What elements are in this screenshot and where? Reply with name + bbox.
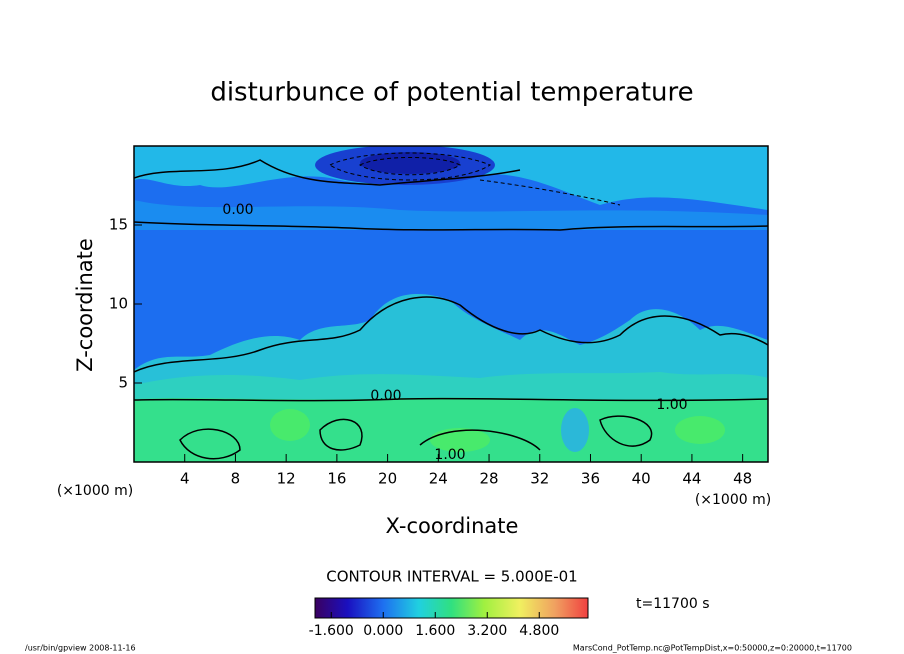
- contour-label: 0.00: [222, 202, 253, 218]
- contour-label: 1.00: [656, 397, 687, 413]
- y-tick-label: 5: [118, 374, 128, 392]
- x-tick-label: 20: [378, 470, 397, 488]
- x-tick-label: 48: [733, 470, 752, 488]
- x-tick-label: 44: [682, 470, 701, 488]
- colorbar-tick-label: 1.600: [415, 623, 455, 639]
- time-label: t=11700 s: [636, 596, 710, 612]
- x-tick-label: 32: [530, 470, 549, 488]
- contour-field: [134, 146, 768, 462]
- x-tick-label: 40: [632, 470, 651, 488]
- x-tick-label: 36: [581, 470, 600, 488]
- y-unit: (×1000 m): [57, 483, 133, 499]
- footer-right: MarsCond_PotTemp.nc@PotTempDist,x=0:5000…: [573, 644, 852, 653]
- x-tick-label: 4: [180, 470, 190, 488]
- x-tick-label: 8: [231, 470, 241, 488]
- y-tick-label: 10: [109, 295, 128, 313]
- contour-label: 1.00: [434, 447, 465, 463]
- contour-interval: CONTOUR INTERVAL = 5.000E-01: [326, 568, 577, 586]
- x-tick-label: 24: [429, 470, 448, 488]
- x-tick-label: 12: [277, 470, 296, 488]
- y-tick-label: 15: [109, 216, 128, 234]
- y-axis-label: Z-coordinate: [73, 238, 97, 372]
- contour-label: 0.00: [370, 388, 401, 404]
- x-tick-label: 16: [327, 470, 346, 488]
- footer-left: /usr/bin/gpview 2008-11-16: [25, 644, 136, 653]
- chart-title: disturbunce of potential temperature: [210, 78, 693, 108]
- colorbar-tick-label: -1.600: [309, 623, 354, 639]
- colorbar: [314, 597, 589, 619]
- colorbar-tick-label: 4.800: [519, 623, 559, 639]
- colorbar-tick-label: 0.000: [363, 623, 403, 639]
- x-unit: (×1000 m): [695, 492, 771, 508]
- x-axis-label: X-coordinate: [386, 514, 519, 538]
- colorbar-tick-label: 3.200: [467, 623, 507, 639]
- x-tick-label: 28: [479, 470, 498, 488]
